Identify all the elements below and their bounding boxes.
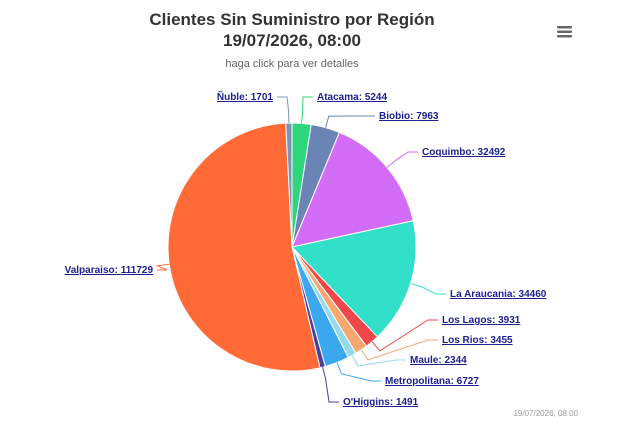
label-name: Atacama: [317, 92, 359, 103]
connector: [277, 96, 290, 124]
label-value: 1701: [251, 92, 274, 103]
label-value: 3455: [490, 335, 513, 346]
label-value: 7963: [416, 111, 439, 122]
data-label[interactable]: Los Rios: 3455: [442, 335, 513, 346]
data-label[interactable]: Metropolitana: 6727: [385, 376, 479, 387]
connector: [360, 339, 438, 361]
label-separator: :: [390, 397, 396, 408]
label-separator: :: [451, 376, 457, 387]
connector: [301, 96, 313, 124]
label-separator: :: [512, 289, 518, 300]
label-name: Valparaiso: [65, 265, 115, 276]
pie: Atacama: 5244 Biobio: 7963 Coquimbo: 32492…: [65, 90, 547, 408]
pie-slice[interactable]: [167, 122, 321, 372]
label-separator: :: [410, 111, 416, 122]
label-value: 6727: [457, 376, 480, 387]
data-label[interactable]: Los Lagos: 3931: [442, 315, 521, 326]
data-label[interactable]: Maule: 2344: [410, 355, 467, 366]
label-name: Ñuble: [217, 90, 245, 103]
pie-slice[interactable]: [291, 131, 414, 248]
connector: [336, 362, 381, 382]
label-value: 2344: [444, 355, 467, 366]
data-label[interactable]: O'Higgins: 1491: [343, 397, 419, 408]
data-label[interactable]: La Araucania: 34460: [450, 289, 547, 300]
connector: [351, 355, 406, 367]
menu-bar: [557, 35, 572, 38]
label-name: Biobio: [379, 111, 410, 122]
label-separator: :: [438, 355, 444, 366]
label-separator: :: [471, 147, 477, 158]
label-value: 5244: [365, 92, 388, 103]
data-label[interactable]: Atacama: 5244: [317, 92, 387, 103]
label-name: Metropolitana: [385, 376, 451, 387]
label-separator: :: [115, 265, 121, 276]
label-name: Coquimbo: [422, 147, 471, 158]
data-label[interactable]: Biobio: 7963: [379, 111, 439, 122]
chart-title: Clientes Sin Suministro por Región: [149, 10, 434, 29]
menu-button[interactable]: [557, 26, 572, 38]
menu-bar: [557, 30, 572, 33]
connector: [322, 367, 339, 403]
label-name: Los Lagos: [442, 315, 492, 326]
label-value: 1491: [396, 397, 419, 408]
label-separator: :: [484, 335, 490, 346]
label-value: 3931: [498, 315, 521, 326]
label-name: Los Rios: [442, 335, 485, 346]
connector: [371, 319, 438, 352]
label-name: O'Higgins: [343, 397, 390, 408]
label-separator: :: [359, 92, 365, 103]
menu-bar: [557, 26, 572, 29]
label-name: La Araucania: [450, 289, 513, 300]
data-label[interactable]: Ñuble: 1701: [217, 90, 274, 103]
label-value: 111729: [121, 265, 154, 276]
connector: [155, 263, 170, 271]
connector: [325, 115, 375, 128]
label-separator: :: [492, 315, 498, 326]
label-name: Maule: [410, 355, 439, 366]
label-value: 34460: [519, 289, 547, 300]
chart-subtitle: haga click para ver detalles: [225, 58, 359, 70]
data-label[interactable]: Coquimbo: 32492: [422, 147, 506, 158]
label-value: 32492: [478, 147, 506, 158]
label-separator: :: [245, 92, 251, 103]
data-label[interactable]: Valparaiso: 111729: [65, 265, 154, 276]
connector: [386, 151, 418, 168]
credits: 19/07/2026, 08:00: [513, 409, 578, 418]
connector: [410, 282, 446, 295]
chart-title: 19/07/2026, 08:00: [223, 31, 361, 50]
